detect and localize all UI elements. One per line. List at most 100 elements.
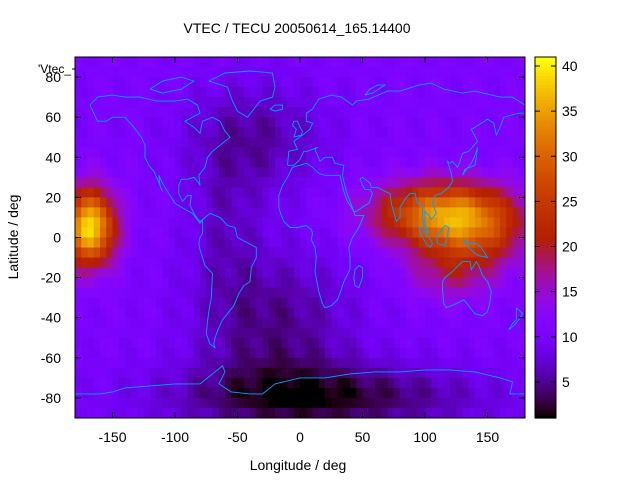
heat-cell (475, 187, 482, 198)
heat-cell (143, 97, 151, 108)
heat-cell (156, 327, 163, 339)
colorbar-swatch (535, 258, 556, 263)
colorbar-swatch (535, 105, 556, 109)
heat-cell (475, 307, 482, 319)
heat-cell (387, 267, 395, 279)
heat-cell (356, 287, 363, 299)
heat-cell (93, 217, 101, 228)
heat-cell (462, 137, 470, 148)
heat-cell (337, 397, 345, 409)
heat-cell (331, 77, 338, 88)
heat-cell (187, 317, 195, 329)
heat-cell (306, 217, 313, 228)
heat-cell (400, 107, 407, 118)
heat-cell (443, 167, 451, 178)
heat-cell (393, 137, 401, 148)
heat-cell (456, 137, 463, 148)
heat-cell (450, 267, 457, 279)
heat-cell (193, 137, 201, 148)
heat-cell (81, 227, 88, 238)
heat-cell (493, 167, 501, 178)
heat-cell (112, 277, 120, 289)
heat-cell (512, 197, 520, 208)
heat-cell (387, 207, 395, 218)
heat-cell (193, 187, 201, 198)
heat-cell (218, 387, 226, 399)
heat-cell (381, 207, 388, 218)
heat-cell (450, 177, 457, 188)
heat-cell (375, 327, 382, 339)
heat-cell (250, 227, 257, 238)
heat-cell (506, 97, 513, 108)
heat-cell (343, 267, 351, 279)
heat-cell (487, 157, 495, 168)
heat-cell (406, 57, 413, 68)
heat-cell (187, 397, 195, 409)
heat-cell (337, 207, 345, 218)
heat-cell (306, 77, 313, 88)
heat-cell (437, 347, 445, 359)
colorbar-swatch (535, 114, 556, 118)
heat-cell (337, 127, 345, 138)
heat-cell (375, 407, 382, 418)
heat-cell (406, 237, 413, 249)
heat-cell (181, 247, 188, 259)
heat-cell (343, 257, 351, 269)
heat-cell (431, 97, 438, 108)
heat-cell (487, 317, 495, 329)
heat-cell (450, 57, 457, 68)
heat-cell (462, 407, 470, 418)
heat-cell (131, 247, 138, 259)
heat-cell (306, 357, 313, 369)
heat-cell (156, 147, 163, 158)
heat-cell (93, 147, 101, 158)
heat-cell (406, 357, 413, 369)
heat-cell (337, 217, 345, 228)
heat-cell (250, 107, 257, 118)
heat-cell (318, 377, 326, 389)
colorbar-swatch (535, 345, 556, 350)
heat-cell (443, 357, 451, 369)
heat-cell (212, 107, 220, 118)
heat-cell (100, 337, 107, 349)
heat-cell (237, 87, 245, 98)
heat-cell (412, 287, 420, 299)
heat-cell (87, 197, 95, 208)
heat-cell (275, 207, 282, 218)
heat-cell (212, 227, 220, 238)
heat-cell (243, 407, 251, 418)
heat-cell (231, 57, 238, 68)
heat-cell (212, 277, 220, 289)
heat-cell (412, 397, 420, 409)
heat-cell (512, 337, 520, 349)
heat-cell (481, 407, 488, 418)
heat-cell (518, 387, 525, 399)
heat-cell (287, 287, 295, 299)
heat-cell (481, 387, 488, 399)
heat-cell (493, 77, 501, 88)
heat-cell (162, 387, 170, 399)
heat-cell (350, 187, 357, 198)
heat-cell (193, 357, 201, 369)
heat-cell (150, 397, 157, 409)
heat-cell (456, 307, 463, 319)
heat-cell (281, 267, 288, 279)
heat-cell (356, 67, 363, 78)
heat-cell (356, 227, 363, 238)
heat-cell (131, 387, 138, 399)
heat-cell (437, 187, 445, 198)
heat-cell (218, 187, 226, 198)
heat-cell (362, 177, 370, 188)
heat-cell (506, 137, 513, 148)
heat-cell (250, 67, 257, 78)
heat-cell (368, 227, 376, 238)
heat-cell (337, 187, 345, 198)
key-label: 'Vtec_ (38, 62, 71, 76)
heat-cell (425, 197, 432, 208)
colorbar-swatch (535, 144, 556, 148)
heat-cell (443, 137, 451, 148)
heat-cell (443, 97, 451, 108)
heat-cell (412, 157, 420, 168)
heat-cell (425, 77, 432, 88)
heat-cell (218, 257, 226, 269)
